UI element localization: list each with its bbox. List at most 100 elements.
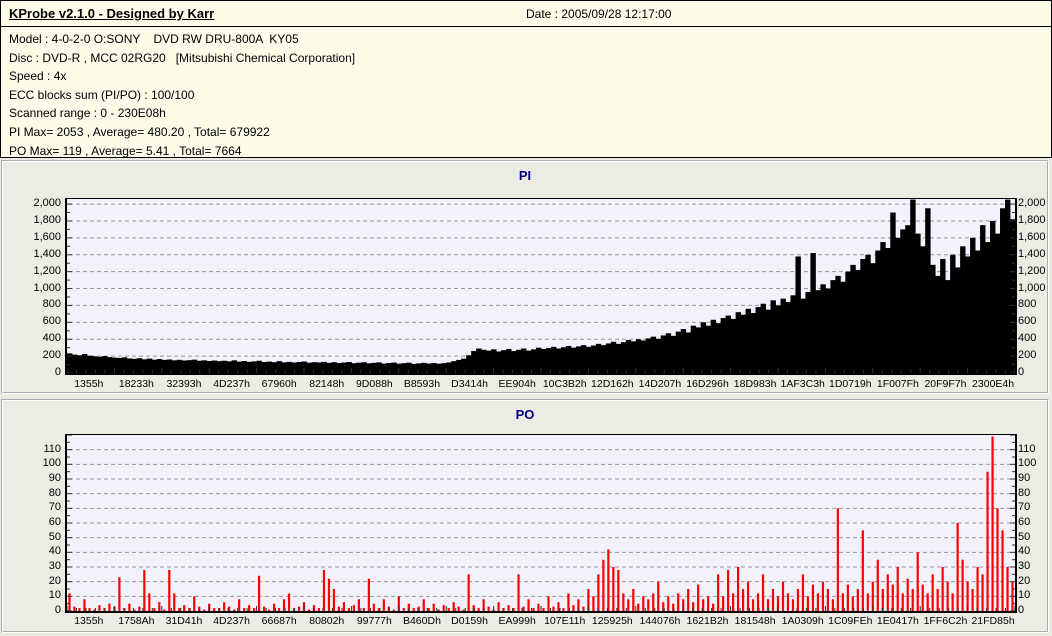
- po-stats-line: PO Max= 119 , Average= 5.41 , Total= 766…: [9, 143, 242, 158]
- pi-y-tick-label: 200: [1018, 349, 1037, 362]
- po-x-tick-label: 31D41h: [165, 615, 203, 627]
- po-y-tick-label: 50: [1018, 530, 1031, 543]
- pi-y-tick-label: 1,400: [1018, 247, 1046, 260]
- report-header: KProbe v2.1.0 - Designed by Karr Date : …: [1, 1, 1051, 27]
- pi-x-tick-label: 32393h: [166, 378, 202, 390]
- po-x-tick-label: 1355h: [74, 615, 104, 627]
- po-x-tick-label: 1621B2h: [686, 615, 729, 627]
- pi-y-axis-right: 0 200 400 600 800 1,000 1,200 1,400 1,600 1,800 2,…: [1018, 197, 1052, 378]
- po-y-tick-label: 20: [1018, 574, 1031, 587]
- pi-x-tick-label: 4D237h: [213, 378, 250, 390]
- pi-y-tick-label: 1,000: [1018, 281, 1046, 294]
- po-y-tick-label: 50: [48, 530, 61, 543]
- po-y-tick-label: 20: [48, 574, 61, 587]
- po-y-tick-label: 60: [48, 516, 61, 528]
- disc-line: Disc : DVD-R , MCC 02RG20 [Mitsubishi Ch…: [9, 50, 356, 65]
- po-x-tick-label: 181548h: [734, 615, 776, 627]
- po-x-tick-label: 1A0309h: [781, 615, 824, 627]
- pi-x-tick-label: 1AF3C3h: [780, 378, 825, 390]
- ecc-blocks-line: ECC blocks sum (PI/PO) : 100/100: [9, 87, 195, 102]
- pi-y-tick-label: 1,600: [1018, 230, 1046, 243]
- po-y-axis-right: 0 10 20 30 40 50 60 70 80 90 100 110: [1018, 434, 1052, 616]
- speed-line: Speed : 4x: [9, 69, 67, 84]
- pi-x-axis-labels: 1355h 18233h 32393h 4D237h 67960h 82148h 9D088…: [65, 378, 1017, 391]
- po-bars-svg: [67, 435, 1015, 611]
- po-x-tick-label: 21FD85h: [971, 615, 1015, 627]
- pi-y-tick-label: 400: [42, 332, 61, 345]
- po-y-tick-label: 90: [48, 472, 61, 484]
- pi-x-tick-label: 9D088h: [355, 378, 393, 390]
- pi-chart-plot: [65, 198, 1017, 375]
- po-x-tick-label: 125925h: [591, 615, 633, 627]
- pi-chart-title: PI: [518, 168, 532, 183]
- po-y-tick-label: 70: [1018, 501, 1031, 514]
- pi-stats-line: PI Max= 2053 , Average= 480.20 , Total= …: [9, 124, 270, 139]
- pi-y-tick-label: 1,800: [1018, 213, 1046, 226]
- po-x-tick-label: 107E11h: [544, 615, 586, 627]
- po-y-tick-label: 100: [42, 457, 61, 470]
- po-x-tick-label: 66687h: [261, 615, 297, 627]
- pi-y-tick-label: 2,000: [33, 197, 61, 210]
- pi-x-tick-label: 14D207h: [638, 378, 682, 390]
- pi-y-tick-label: 1,000: [33, 281, 61, 294]
- pi-y-tick-label: 600: [42, 315, 61, 328]
- pi-y-tick-label: 1,400: [33, 247, 61, 260]
- po-x-tick-label: 144076h: [639, 615, 681, 627]
- po-y-axis-left: 0 10 20 30 40 50 60 70 80 90 100 110: [3, 434, 61, 616]
- pi-y-tick-label: 0: [54, 366, 61, 378]
- po-y-tick-label: 0: [1018, 604, 1025, 616]
- model-line: Model : 4-0-2-0 O:SONY DVD RW DRU-800A K…: [9, 32, 299, 46]
- pi-x-tick-label: 67960h: [261, 378, 297, 390]
- pi-y-tick-label: 0: [1018, 366, 1025, 378]
- pi-y-tick-label: 800: [1018, 298, 1037, 311]
- pi-y-tick-label: 1,800: [33, 213, 61, 226]
- po-y-tick-label: 80: [48, 486, 61, 499]
- pi-y-tick-label: 600: [1018, 315, 1037, 328]
- pi-x-tick-label: 20F9F7h: [924, 378, 967, 390]
- pi-x-tick-label: 1F007Fh: [876, 378, 919, 390]
- pi-y-tick-label: 1,600: [33, 230, 61, 243]
- po-y-tick-label: 10: [48, 589, 61, 602]
- pi-x-tick-label: 2300E4h: [972, 378, 1015, 390]
- po-y-tick-label: 80: [1018, 486, 1031, 499]
- po-chart-plot: [65, 434, 1017, 613]
- po-y-tick-label: 70: [48, 501, 61, 514]
- po-x-tick-label: 1E0417h: [876, 615, 919, 627]
- scan-date: Date : 2005/09/28 12:17:00: [526, 7, 672, 21]
- po-x-tick-label: B460Dh: [402, 615, 441, 627]
- pi-x-tick-label: 1355h: [74, 378, 104, 390]
- pi-y-tick-label: 400: [1018, 332, 1037, 345]
- po-y-tick-label: 0: [54, 604, 61, 616]
- po-x-tick-label: 1C09FEh: [828, 615, 873, 627]
- pi-x-tick-label: 12D162h: [591, 378, 634, 390]
- pi-x-tick-label: D3414h: [451, 378, 488, 390]
- pi-x-tick-label: 82148h: [309, 378, 345, 390]
- pi-x-tick-label: 1D0719h: [828, 378, 872, 390]
- po-chart-title: PO: [515, 407, 535, 422]
- pi-y-tick-label: 800: [42, 298, 61, 311]
- scanned-range-line: Scanned range : 0 - 230E08h: [9, 106, 166, 121]
- scan-details: Model : 4-0-2-0 O:SONY DVD RW DRU-800A K…: [9, 30, 1043, 160]
- po-y-tick-label: 10: [1018, 589, 1031, 602]
- po-y-tick-label: 40: [1018, 545, 1031, 558]
- po-y-tick-label: 60: [1018, 516, 1031, 528]
- po-y-tick-label: 100: [1018, 457, 1037, 470]
- po-y-tick-label: 110: [1018, 442, 1036, 455]
- po-x-axis-labels: 1355h 1758Ah 31D41h 4D237h 66687h 80802h 99777…: [65, 615, 1017, 628]
- po-x-tick-label: D0159h: [451, 615, 488, 627]
- po-x-tick-label: 4D237h: [213, 615, 250, 627]
- pi-y-tick-label: 200: [42, 349, 61, 362]
- pi-x-tick-label: 16D296h: [686, 378, 729, 390]
- pi-y-tick-label: 1,200: [1018, 264, 1046, 277]
- po-y-tick-label: 90: [1018, 472, 1031, 484]
- pi-chart-panel: PI 0 200 400 600 800 1,000 1,200 1,400 1,600 1,80…: [1, 160, 1049, 394]
- po-x-tick-label: 80802h: [309, 615, 345, 627]
- pi-x-tick-label: EE904h: [498, 378, 536, 390]
- po-x-tick-label: 1758Ah: [118, 615, 155, 627]
- pi-x-tick-label: 18D983h: [733, 378, 777, 390]
- scan-info-section: KProbe v2.1.0 - Designed by Karr Date : …: [0, 0, 1052, 158]
- po-y-tick-label: 30: [1018, 560, 1031, 572]
- po-x-tick-label: 1FF6C2h: [923, 615, 968, 627]
- po-chart-panel: PO 0 10 20 30 40 50 60 70 80 90 100 110 0 10 20 30 40 50…: [1, 399, 1049, 633]
